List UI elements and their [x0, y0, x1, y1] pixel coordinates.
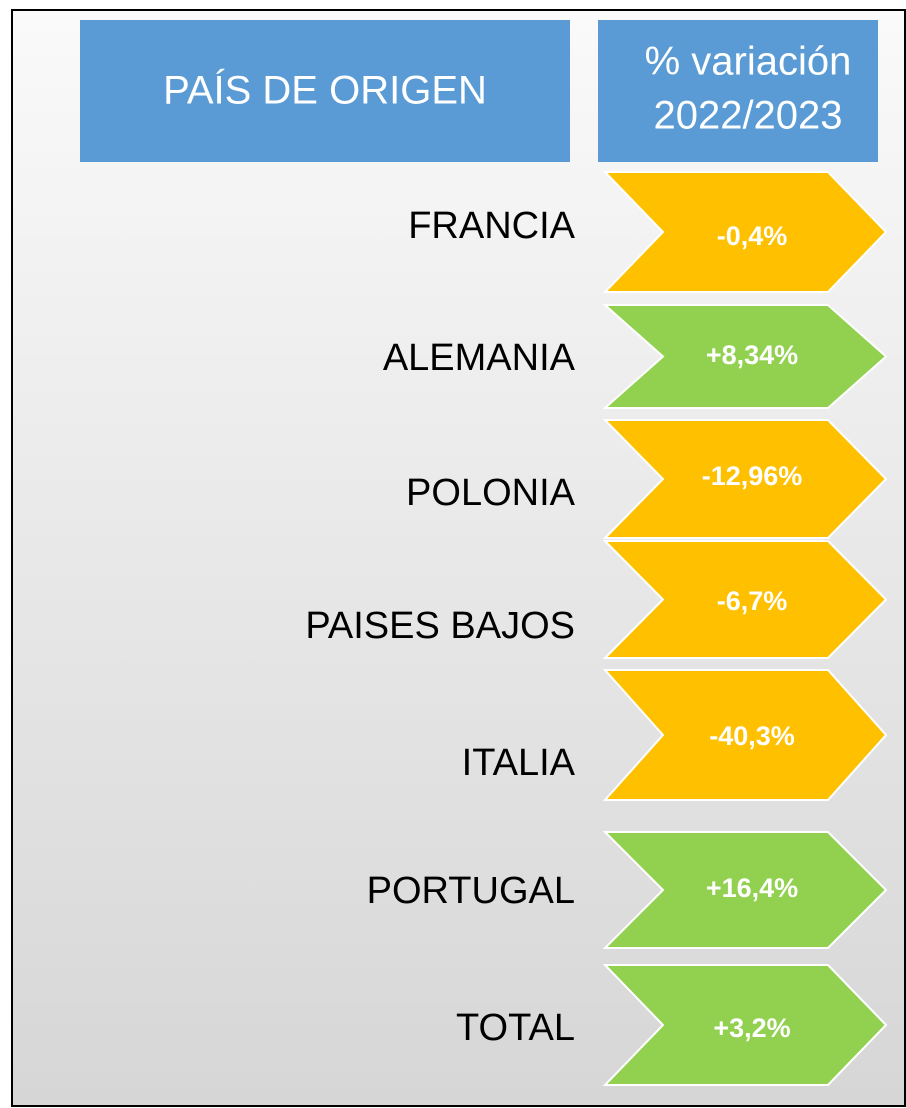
chevron: [602, 419, 888, 539]
header-box: [598, 20, 878, 162]
variation-value: +3,2%: [713, 1013, 790, 1043]
variation-value: -40,3%: [709, 721, 795, 751]
chevron: [602, 540, 888, 659]
country-label: PORTUGAL: [367, 870, 575, 912]
country-label: TOTAL: [456, 1007, 575, 1049]
header-box: [80, 20, 570, 162]
header-variation: 2022/2023: [653, 94, 842, 138]
header-variation: % variación: [645, 40, 852, 84]
country-label: PAISES BAJOS: [305, 605, 575, 647]
header-country: PAÍS DE ORIGEN: [163, 68, 487, 113]
variation-value: -6,7%: [717, 586, 788, 616]
variation-value: -0,4%: [717, 221, 788, 251]
chevron: [602, 304, 888, 409]
variation-value: +16,4%: [706, 873, 798, 903]
chevron: [602, 669, 888, 801]
variation-value: +8,34%: [706, 340, 798, 370]
chevron: [602, 964, 888, 1086]
country-label: ITALIA: [462, 742, 576, 784]
variation-value: -12,96%: [702, 461, 803, 491]
chevron: [602, 171, 888, 293]
country-label: ALEMANIA: [383, 337, 576, 379]
country-label: POLONIA: [406, 472, 576, 514]
chevron: [602, 831, 888, 949]
country-label: FRANCIA: [408, 205, 575, 247]
